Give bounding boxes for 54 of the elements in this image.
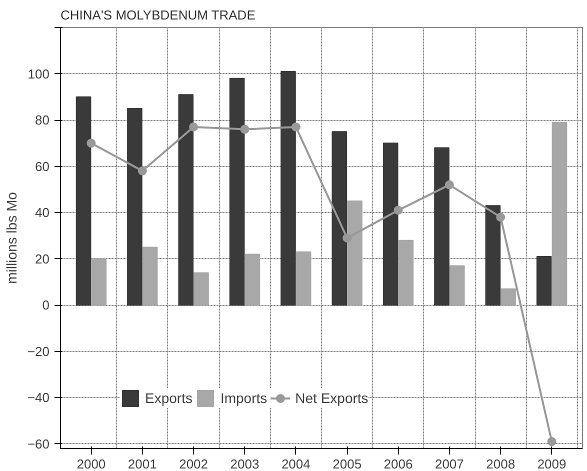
point: [291, 122, 300, 132]
y-tick-label: 80: [35, 112, 50, 128]
point: [342, 234, 352, 242]
point: [444, 180, 454, 190]
bar: [449, 265, 465, 306]
bar: [91, 258, 107, 306]
bar: [500, 288, 516, 306]
legend-label: Net Exports: [295, 390, 368, 406]
point: [394, 206, 403, 215]
y-tick-label: 40: [35, 205, 50, 220]
x-tick-label: 2004: [281, 456, 310, 471]
bar: [552, 122, 568, 306]
y-tick-label: −60: [27, 436, 50, 452]
bar: [280, 70, 296, 306]
point: [240, 124, 250, 134]
y-axis-title: millions lbs Mo: [3, 192, 20, 284]
chart-title: CHINA'S MOLYBDENUM TRADE: [60, 8, 256, 22]
x-tick-label: 2006: [384, 456, 413, 471]
y-tick-label: 60: [35, 158, 50, 174]
bar: [296, 251, 312, 306]
bar: [194, 272, 209, 306]
y-tick-label: 20: [35, 251, 50, 266]
bar: [127, 108, 142, 306]
bar: [332, 131, 348, 306]
x-tick-label: 2008: [486, 456, 516, 471]
x-tick-label: 2003: [230, 456, 260, 471]
y-tick-label: −40: [27, 390, 50, 406]
x-tick-label: 2002: [179, 456, 208, 471]
bar: [142, 246, 158, 306]
y-tick-label: 0: [42, 298, 50, 313]
x-tick-label: 2001: [128, 456, 157, 471]
point: [547, 437, 556, 446]
point: [138, 166, 147, 176]
bar: [485, 205, 501, 306]
bar: [76, 96, 92, 306]
bar: [347, 200, 362, 306]
bar: [398, 240, 414, 306]
bar: [229, 78, 245, 306]
point: [496, 212, 506, 222]
legend-label: Exports: [145, 390, 192, 406]
point: [189, 122, 198, 132]
y-tick-label: 100: [28, 66, 50, 82]
legend-label: Imports: [220, 390, 268, 406]
x-tick-label: 2009: [537, 456, 566, 471]
bar: [382, 142, 398, 306]
x-tick-label: 2005: [332, 456, 362, 471]
bar: [178, 94, 194, 306]
bar: [244, 254, 260, 306]
bar: [536, 256, 552, 306]
bar: [434, 147, 450, 306]
point: [86, 138, 96, 148]
x-tick-label: 2000: [76, 456, 106, 471]
x-tick-label: 2007: [434, 456, 464, 471]
y-tick-label: −20: [27, 344, 50, 359]
